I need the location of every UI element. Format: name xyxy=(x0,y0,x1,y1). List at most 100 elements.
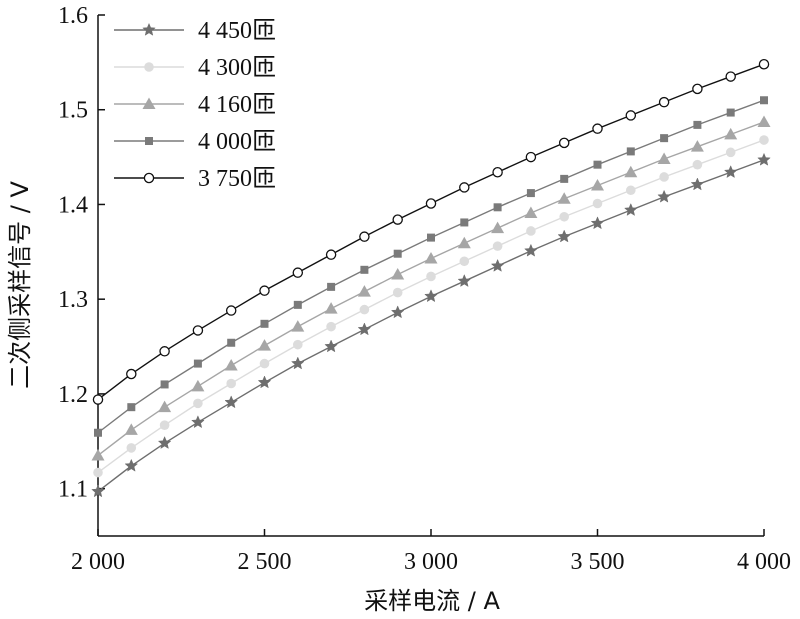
data-point xyxy=(92,394,104,405)
data-point xyxy=(326,321,336,332)
data-point xyxy=(758,59,770,70)
data-point xyxy=(591,179,604,191)
data-point xyxy=(357,322,372,336)
data-point xyxy=(193,359,202,368)
legend-marker xyxy=(144,62,154,72)
data-point xyxy=(126,443,137,453)
data-point xyxy=(426,271,436,282)
data-point xyxy=(491,221,505,234)
data-point xyxy=(360,265,369,274)
data-point xyxy=(424,289,438,303)
data-point xyxy=(592,123,603,134)
data-point xyxy=(259,285,270,296)
data-point xyxy=(726,108,735,117)
data-point xyxy=(658,96,670,108)
y-tick-label: 1.5 xyxy=(58,98,88,124)
data-point xyxy=(558,137,570,149)
data-point xyxy=(690,140,704,152)
legend-label: 3 750匝 xyxy=(198,166,276,192)
data-point xyxy=(659,172,669,182)
data-point xyxy=(159,346,170,357)
data-point xyxy=(157,436,172,449)
x-tick-label: 3 500 xyxy=(571,549,625,575)
data-point xyxy=(258,339,271,351)
data-point xyxy=(693,120,702,129)
y-axis-label: 二次侧采样信号 / V xyxy=(6,181,34,389)
data-point xyxy=(127,403,136,412)
y-tick-label: 1.4 xyxy=(58,192,88,218)
data-point xyxy=(390,305,405,319)
data-point xyxy=(325,249,337,260)
data-point xyxy=(359,231,370,242)
data-point xyxy=(124,423,138,435)
data-point xyxy=(327,282,336,291)
y-tick-label: 1.1 xyxy=(58,477,88,503)
data-point xyxy=(493,203,502,212)
data-point xyxy=(424,251,438,264)
data-point xyxy=(592,198,603,209)
data-point xyxy=(124,458,139,472)
legend-marker xyxy=(145,137,153,145)
data-point xyxy=(91,448,105,461)
data-point xyxy=(257,375,272,389)
legend: 4 450匝 4 300匝 4 160匝 4 000匝 3 750匝 xyxy=(114,18,276,192)
data-point xyxy=(160,380,169,389)
data-point xyxy=(490,258,505,272)
y-tick-label: 1.2 xyxy=(58,382,88,408)
legend-marker xyxy=(142,97,156,109)
data-point xyxy=(357,285,371,297)
legend-entry: 4 000匝 xyxy=(114,129,276,155)
data-point xyxy=(324,302,338,314)
data-point xyxy=(626,185,636,196)
data-point xyxy=(324,339,338,353)
data-point xyxy=(291,320,305,332)
data-point xyxy=(293,300,302,309)
y-axis-ticks: 1.1 1.2 1.3 1.4 1.5 1.6 xyxy=(58,3,105,503)
series-group xyxy=(93,135,769,478)
data-point xyxy=(224,358,238,371)
data-point xyxy=(526,226,536,236)
data-point xyxy=(224,395,238,409)
data-point xyxy=(560,174,569,183)
x-tick-label: 2 500 xyxy=(238,549,292,575)
data-point xyxy=(559,211,569,222)
data-point xyxy=(724,127,738,140)
data-point xyxy=(557,229,571,243)
y-tick-label: 1.3 xyxy=(58,287,88,313)
data-point xyxy=(660,134,669,143)
legend-entry: 4 300匝 xyxy=(114,55,276,81)
data-point xyxy=(191,379,205,392)
data-point xyxy=(393,249,402,258)
data-point xyxy=(590,216,605,230)
data-point xyxy=(723,165,738,179)
legend-entry: 4 160匝 xyxy=(114,92,276,118)
data-point xyxy=(690,177,705,191)
data-point xyxy=(657,189,671,203)
data-point xyxy=(625,110,637,121)
data-point xyxy=(425,198,437,209)
data-point xyxy=(524,206,538,218)
data-point xyxy=(93,467,103,478)
series-group xyxy=(92,59,770,405)
data-point xyxy=(557,192,571,204)
legend-entry: 3 750匝 xyxy=(114,166,276,192)
y-tick-label: 1.6 xyxy=(58,3,88,29)
data-point xyxy=(392,287,403,298)
data-point xyxy=(225,305,237,316)
data-point xyxy=(492,241,503,251)
data-point xyxy=(260,319,269,328)
data-point xyxy=(427,233,435,242)
data-point xyxy=(757,152,771,166)
data-point xyxy=(359,304,370,315)
legend-label: 4 000匝 xyxy=(198,129,276,155)
data-point xyxy=(593,160,602,169)
data-point xyxy=(159,420,170,430)
data-point xyxy=(459,256,470,267)
data-point xyxy=(392,214,403,225)
data-point xyxy=(226,378,236,389)
data-point xyxy=(227,338,236,347)
data-point xyxy=(725,147,736,158)
data-point xyxy=(192,325,204,336)
data-point xyxy=(457,274,472,287)
